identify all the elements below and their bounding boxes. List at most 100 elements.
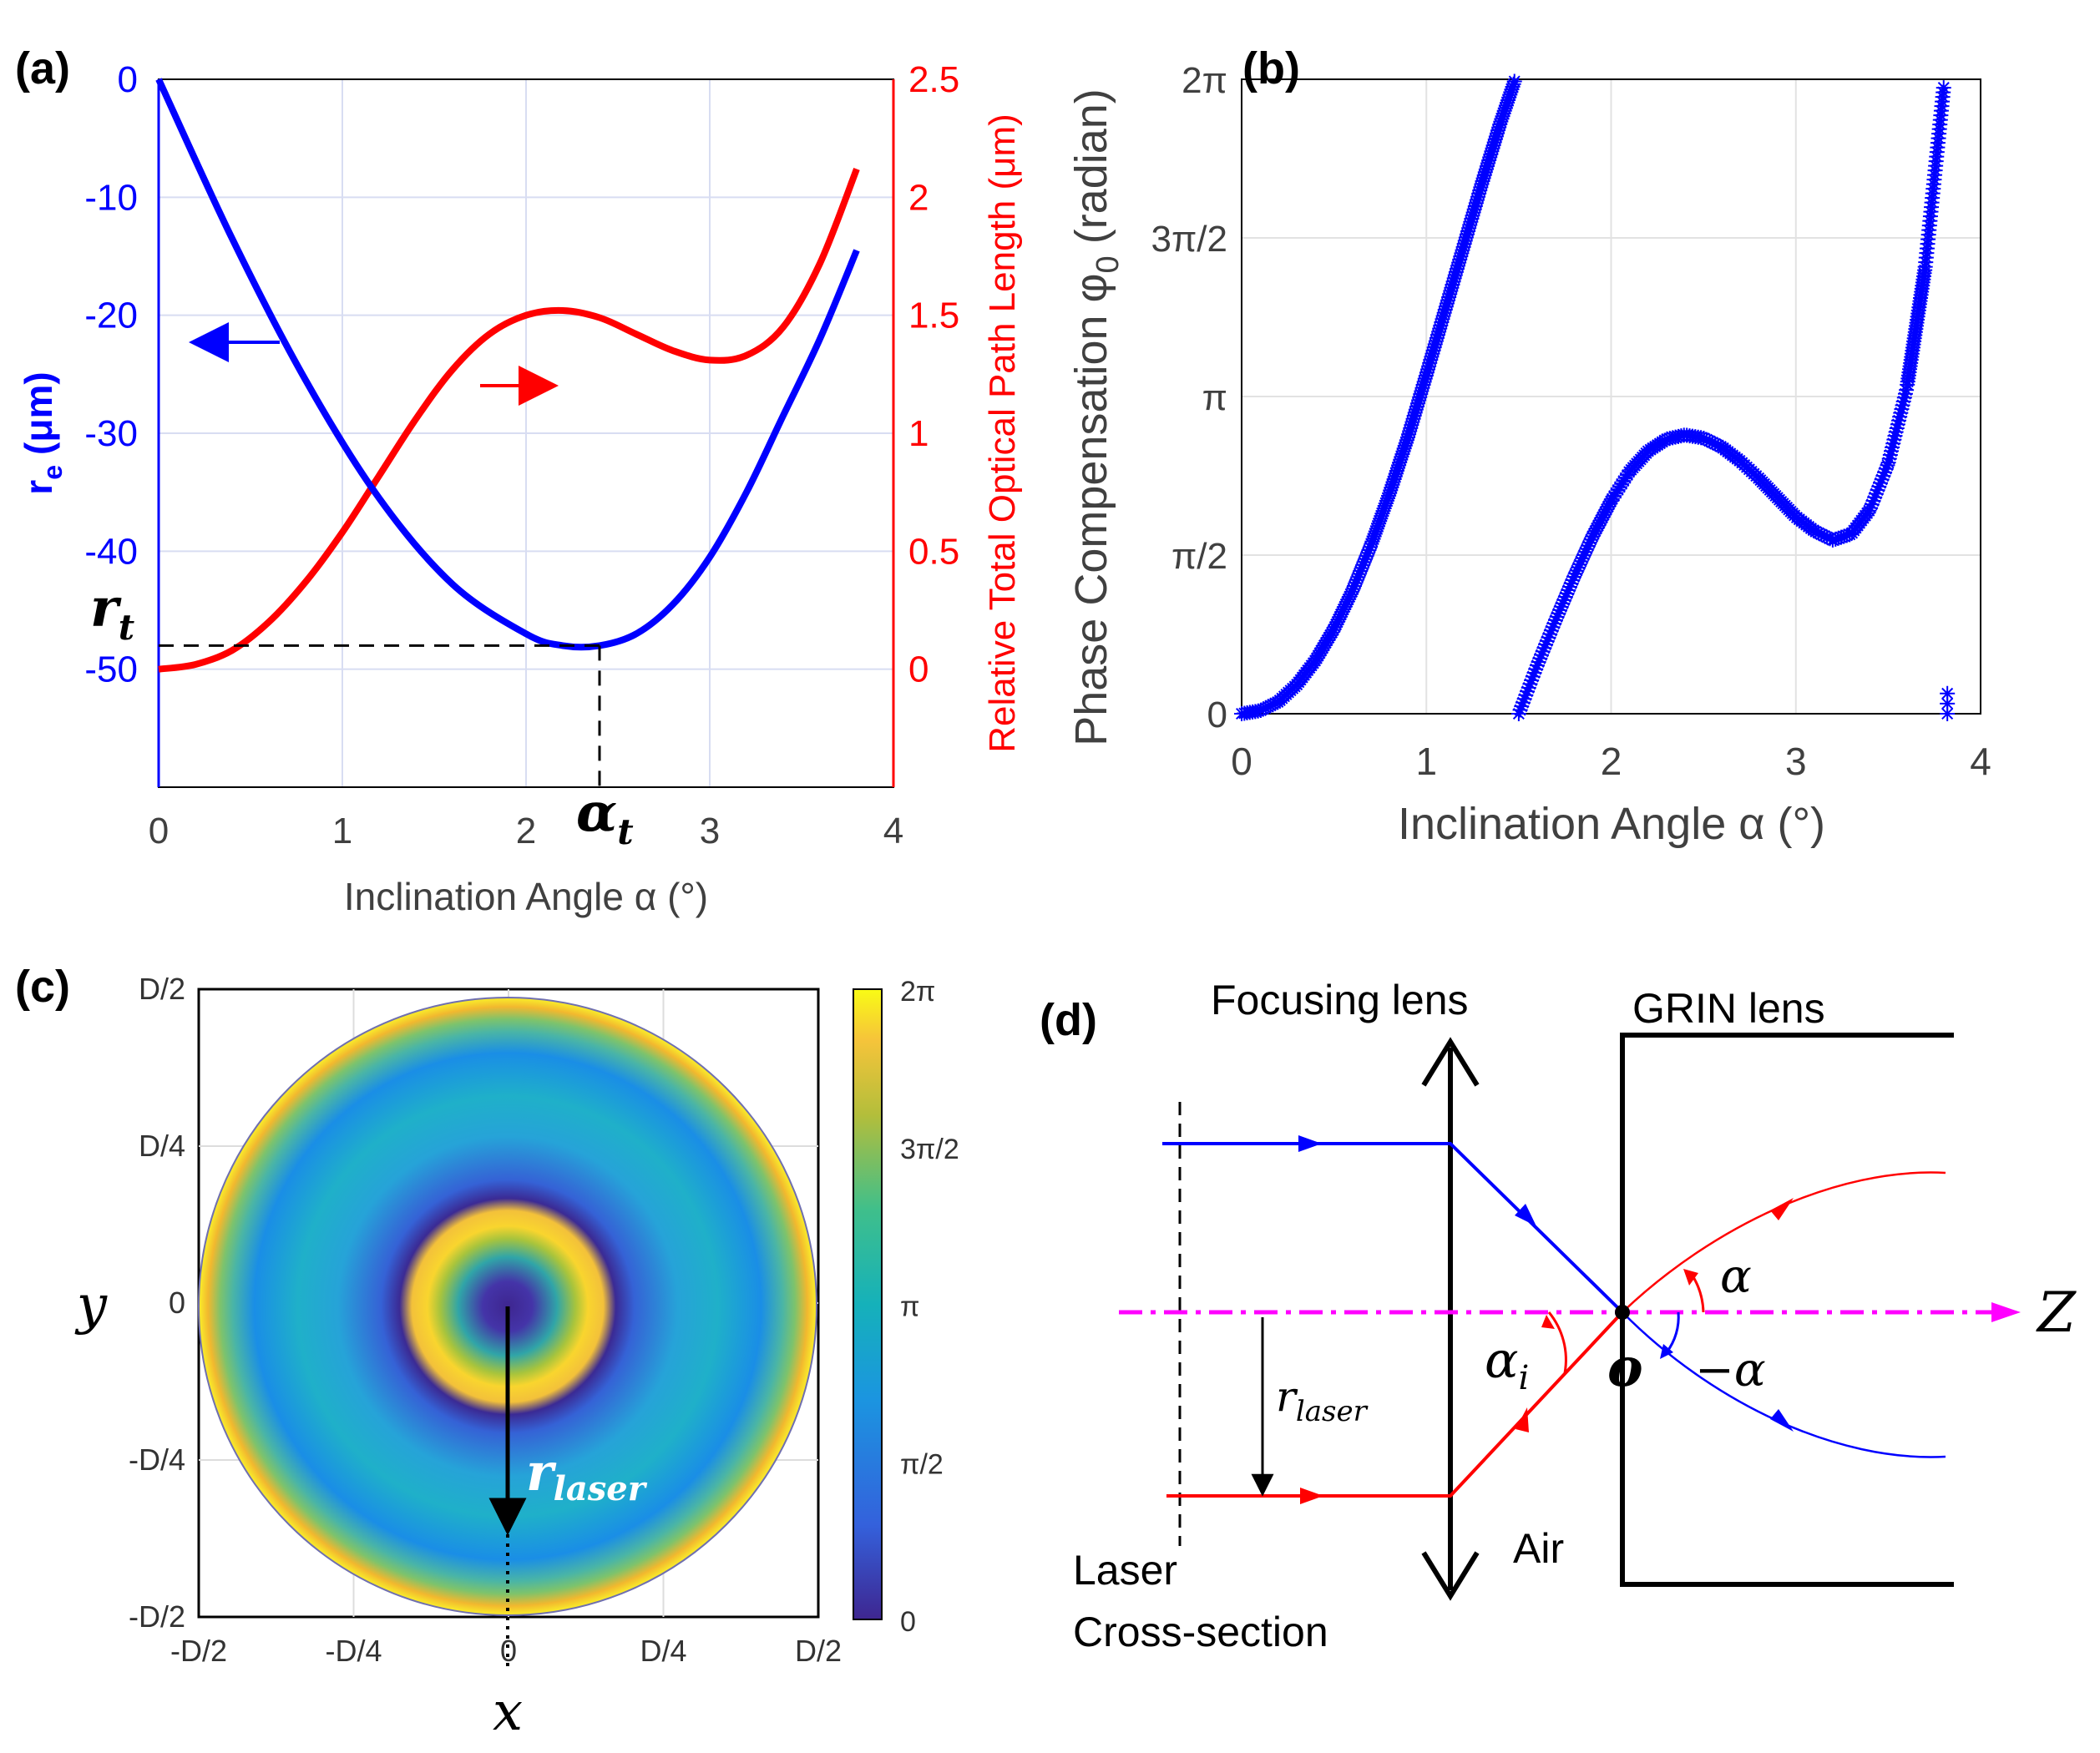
b-point-branch1 xyxy=(1480,155,1496,171)
b-point-branch1 xyxy=(1398,435,1414,451)
c-colorbar-tick: π/2 xyxy=(900,1448,944,1480)
b-point-branch1 xyxy=(1337,599,1353,614)
a-x-tick-labels: 0 1 2 3 4 xyxy=(149,811,903,851)
b-point-branch1 xyxy=(1473,179,1489,195)
b-point-branch1 xyxy=(1401,427,1417,442)
d-red-ray-arrow-2 xyxy=(1516,1407,1529,1432)
b-point-branch2 xyxy=(1864,497,1880,513)
b-point-branch2 xyxy=(1877,464,1893,480)
a-right-tick: 2.5 xyxy=(908,59,959,100)
b-point-branch1 xyxy=(1408,402,1424,417)
b-point-branch1 xyxy=(1255,701,1271,717)
b-point-branch1 xyxy=(1424,346,1440,361)
b-point-branch1 xyxy=(1351,566,1367,582)
b-point-branch1 xyxy=(1419,365,1435,381)
b-point-branch1 xyxy=(1486,134,1502,150)
b-point-branch2 xyxy=(1565,573,1581,589)
b-point-branch1 xyxy=(1453,249,1469,265)
b-point-branch1 xyxy=(1435,308,1451,324)
b-point-branch1 xyxy=(1346,578,1362,594)
b-point-branch1 xyxy=(1432,321,1448,336)
b-point-branch1 xyxy=(1372,513,1388,529)
c-x-tick: D/4 xyxy=(640,1634,686,1668)
d-lens-arrow-top xyxy=(1421,1037,1480,1087)
d-red-refracted-ray xyxy=(1622,1171,1946,1313)
b-point-branch2 xyxy=(1710,437,1726,453)
b-point-branch1 xyxy=(1458,230,1474,245)
b-point-branch2 xyxy=(1596,507,1612,523)
b-point-branch2 xyxy=(1830,530,1846,546)
b-point-branch1 xyxy=(1329,614,1345,630)
b-point-branch2 xyxy=(1875,468,1891,484)
c-x-tick: D/2 xyxy=(795,1634,842,1668)
b-point-branch2 xyxy=(1518,687,1534,703)
a-x-axis-label: Inclination Angle α (°) xyxy=(344,875,708,918)
b-point-branch1 xyxy=(1369,521,1384,537)
d-alpha-i-arc xyxy=(1547,1311,1567,1374)
d-laser-label: Laser xyxy=(1073,1547,1177,1594)
b-point-wrapped xyxy=(1940,706,1956,721)
b-point-branch1 xyxy=(1476,167,1492,183)
b-point-branch1 xyxy=(1491,119,1507,135)
b-point-branch1 xyxy=(1429,330,1445,346)
b-point-branch1 xyxy=(1490,123,1506,139)
d-red-refracted-arrow xyxy=(1770,1198,1794,1220)
b-point-branch1 xyxy=(1431,324,1447,340)
panel-label-a: (a) xyxy=(15,43,70,93)
b-point-branch1 xyxy=(1368,523,1384,539)
b-point-branch1 xyxy=(1413,386,1429,402)
b-point-branch2 xyxy=(1542,626,1558,642)
b-point-branch2 xyxy=(1576,548,1591,563)
b-point-branch2 xyxy=(1580,538,1596,553)
b-point-branch2 xyxy=(1571,557,1587,573)
b-point-branch2 xyxy=(1526,665,1542,681)
d-z-label: Z xyxy=(2036,1281,2077,1345)
b-point-branch2 xyxy=(1534,647,1550,663)
b-point-branch2 xyxy=(1551,605,1566,621)
b-point-branch1 xyxy=(1412,389,1428,405)
b-point-branch1 xyxy=(1376,501,1392,517)
b-point-branch2 xyxy=(1577,544,1593,560)
b-point-branch1 xyxy=(1384,477,1400,493)
b-x-tick: 4 xyxy=(1970,740,1991,783)
b-point-branch1 xyxy=(1467,198,1483,214)
b-point-branch2 xyxy=(1549,609,1565,624)
b-point-branch1 xyxy=(1496,103,1512,119)
b-point-branch1 xyxy=(1268,695,1283,711)
d-lens-arrow-bottom xyxy=(1421,1551,1480,1601)
b-point-branch1 xyxy=(1436,305,1452,321)
a-re-series-line xyxy=(155,78,860,651)
b-point-branch1 xyxy=(1382,485,1398,501)
b-point-branch2 xyxy=(1880,457,1895,473)
c-y-tick: D/2 xyxy=(139,972,185,1006)
b-point-branch1 xyxy=(1414,380,1430,396)
b-point-branch1 xyxy=(1407,405,1423,421)
b-point-branch1 xyxy=(1371,516,1387,532)
b-point-branch1 xyxy=(1450,258,1466,274)
b-point-branch1 xyxy=(1469,192,1485,208)
b-point-branch1 xyxy=(1426,340,1442,356)
b-point-branch2 xyxy=(1897,386,1913,402)
b-point-branch1 xyxy=(1380,490,1395,506)
c-y-tick-labels: D/2 D/4 0 -D/4 -D/2 xyxy=(129,972,185,1634)
b-point-branch2 xyxy=(1890,417,1905,432)
c-colorbar xyxy=(853,988,883,1620)
a-rt-label: rt xyxy=(90,577,134,648)
b-point-branch2 xyxy=(1883,443,1899,459)
b-point-branch1 xyxy=(1364,533,1380,549)
b-point-branch1 xyxy=(1501,89,1517,105)
b-point-branch1 xyxy=(1356,554,1372,570)
a-left-tick: -50 xyxy=(84,649,138,690)
b-x-tick: 0 xyxy=(1231,740,1252,783)
b-point-branch1 xyxy=(1410,396,1426,412)
a-x-tick: 1 xyxy=(332,811,352,851)
b-point-branch1 xyxy=(1263,698,1278,714)
b-point-branch1 xyxy=(1474,176,1490,192)
b-point-branch1 xyxy=(1257,700,1273,716)
b-point-branch1 xyxy=(1433,317,1449,333)
d-minus-alpha-arc-head xyxy=(1660,1344,1673,1359)
d-air-label: Air xyxy=(1513,1525,1564,1572)
b-point-branch2 xyxy=(1836,528,1852,544)
b-point-branch1 xyxy=(1448,264,1464,280)
b-point-branch1 xyxy=(1502,87,1518,103)
